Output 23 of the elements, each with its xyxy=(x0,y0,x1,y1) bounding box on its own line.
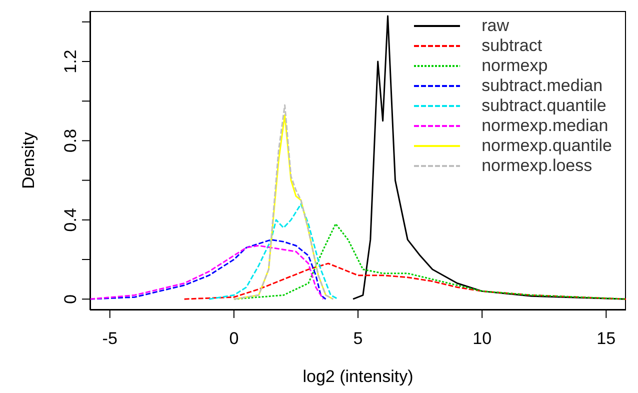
legend-label: subtract.median xyxy=(482,76,603,96)
y-tick-label: 0 xyxy=(61,294,80,304)
x-tick-label: 15 xyxy=(596,329,616,348)
legend-label: normexp.loess xyxy=(482,156,592,176)
x-tick-label: -5 xyxy=(102,329,118,348)
line-series xyxy=(233,223,626,300)
legend-label: normexp xyxy=(482,56,548,76)
legend-label: normexp.median xyxy=(482,116,608,136)
x-tick-label: 10 xyxy=(472,329,492,348)
y-tick-label: 0.8 xyxy=(61,128,80,153)
line-series xyxy=(184,262,626,300)
line-series xyxy=(208,203,339,300)
y-tick-label: 0.4 xyxy=(61,208,80,232)
legend-label: raw xyxy=(482,16,509,36)
line-series xyxy=(352,15,626,300)
y-tick-label: 1.2 xyxy=(61,50,80,74)
legend-label: subtract.quantile xyxy=(482,96,606,116)
legend-label: normexp.quantile xyxy=(482,136,612,156)
x-tick-label: 0 xyxy=(229,329,239,348)
y-axis-title: Density xyxy=(19,132,38,189)
x-tick-label: 5 xyxy=(353,329,363,348)
legend-label: subtract xyxy=(482,36,542,56)
x-axis-title: log2 (intensity) xyxy=(302,367,414,386)
